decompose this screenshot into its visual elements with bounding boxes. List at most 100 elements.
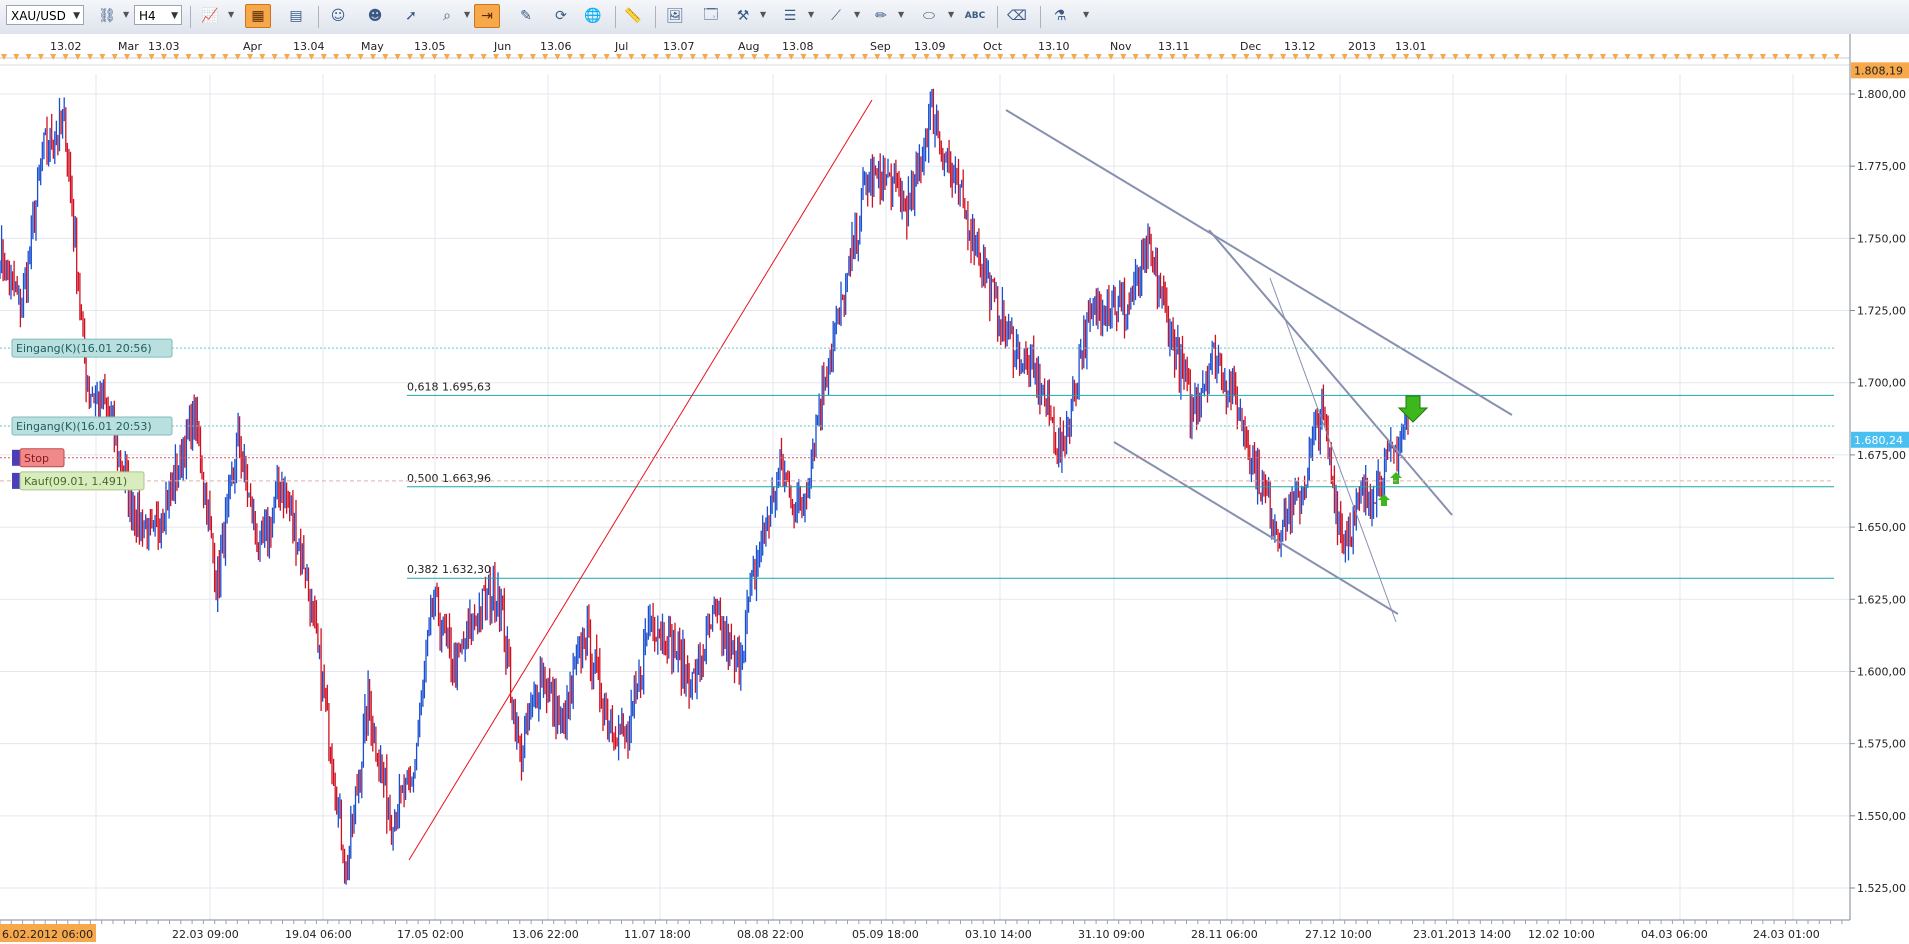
session-marker-icon (1649, 54, 1656, 60)
session-marker-icon (788, 54, 795, 60)
eraser-icon[interactable]: ⌫ (1007, 8, 1027, 24)
chevron-down-icon[interactable]: ▼ (464, 10, 471, 19)
session-marker-icon (714, 54, 721, 60)
symbol-select[interactable]: XAU/USD ▼ (6, 5, 84, 25)
top-axis-label: 13.12 (1284, 40, 1316, 53)
timeframe-select[interactable]: H4 ▼ (134, 5, 182, 25)
cursor-icon[interactable]: ➚ (405, 8, 417, 24)
order-handle[interactable] (12, 472, 20, 489)
time-axis-label: 17.05 02:00 (397, 928, 464, 941)
price-tick-label: 1.700,00 (1857, 377, 1906, 390)
time-axis-label: 22.03 09:00 (172, 928, 239, 941)
session-marker-icon (185, 54, 192, 60)
globe-icon[interactable]: 🌐 (584, 8, 602, 24)
session-marker-icon (25, 54, 32, 60)
session-marker-icon (1329, 54, 1336, 60)
session-marker-icon (1489, 54, 1496, 60)
time-axis-bg (0, 920, 1909, 944)
session-marker-icon (1747, 54, 1754, 60)
user-icon[interactable]: ☺ (330, 8, 346, 24)
order-handle[interactable] (12, 449, 20, 466)
session-marker-icon (136, 54, 143, 60)
session-marker-icon (665, 54, 672, 60)
lower-channel-line (1113, 441, 1399, 615)
session-marker-icon (1452, 54, 1459, 60)
refresh-icon[interactable]: ⟳ (555, 8, 567, 24)
session-marker-icon (1403, 54, 1410, 60)
session-marker-icon (1698, 54, 1705, 60)
session-marker-icon (775, 54, 782, 60)
chevron-down-icon[interactable]: ▼ (898, 10, 905, 19)
zoom-icon[interactable]: ⌕ (443, 8, 451, 24)
current-price-badge (1851, 431, 1909, 448)
session-marker-icon (234, 54, 241, 60)
top-axis-label: 13.02 (50, 40, 82, 53)
price-axis-bg (1850, 34, 1909, 930)
ellipse-icon[interactable]: ⬭ (923, 8, 935, 24)
top-axis-label: Aug (738, 40, 759, 53)
price-tick-label: 1.600,00 (1857, 665, 1906, 678)
session-marker-icon (394, 54, 401, 60)
order-label-box[interactable] (19, 471, 145, 491)
price-axis: 1.800,00 1.775,00 1.750,00 1.725,00 1.700,00… (1849, 34, 1909, 930)
network-icon[interactable]: ⚗ (1053, 8, 1067, 24)
session-marker-icon (898, 54, 905, 60)
tools-icon[interactable]: ⚒ (736, 8, 750, 24)
time-axis-label: 28.11 06:00 (1191, 928, 1258, 941)
session-marker-icon (1378, 54, 1385, 60)
image-icon[interactable]: 🖼 (666, 8, 684, 24)
session-marker-icon (1071, 54, 1078, 60)
top-price-label: 1.808,19 (1854, 64, 1903, 77)
top-price-badge (1851, 62, 1909, 79)
session-marker-icon (1538, 54, 1545, 60)
chevron-down-icon[interactable]: ▼ (760, 10, 767, 19)
session-marker-icon (1132, 54, 1139, 60)
price-tick-label: 1.750,00 (1857, 232, 1906, 245)
trendline-icon[interactable]: ⟋ (831, 8, 841, 24)
edit-icon[interactable]: ✎ (520, 8, 532, 24)
session-marker-icon (1267, 54, 1274, 60)
inner-trend-line (1208, 229, 1453, 516)
chevron-down-icon[interactable]: ▼ (1083, 10, 1090, 19)
top-axis-label: 13.04 (293, 40, 325, 53)
order-label-box[interactable] (19, 448, 65, 468)
chevron-down-icon[interactable]: ▼ (854, 10, 861, 19)
chevron-down-icon: ▼ (73, 11, 80, 21)
save-image-icon[interactable]: 🗔 (703, 7, 719, 23)
chevron-down-icon[interactable]: ▼ (808, 10, 815, 19)
link-icon[interactable]: ⛓ (98, 8, 116, 24)
session-marker-icon (1169, 54, 1176, 60)
session-marker-icon (1108, 54, 1114, 60)
session-marker-icon (431, 54, 438, 60)
session-marker-icon (13, 54, 20, 60)
session-marker-icon (1009, 54, 1016, 60)
session-marker-icon (1058, 54, 1065, 60)
session-marker-icon (1477, 54, 1483, 60)
session-marker-icon (1255, 54, 1262, 60)
order-label: Eingang(K)(16.01 20:53) (16, 420, 152, 433)
lines-icon[interactable]: ☰ (783, 8, 797, 24)
sell-arrow-icon (1397, 395, 1429, 423)
top-axis-label: 13.06 (540, 40, 572, 53)
session-marker-icon (948, 54, 955, 60)
text-icon[interactable]: ABC (964, 11, 986, 21)
indicator-icon[interactable]: ▦ (245, 4, 271, 28)
chevron-down-icon[interactable]: ▼ (123, 10, 130, 19)
auto-scroll-icon[interactable]: ⇥ (474, 4, 500, 28)
price-tick-label: 1.550,00 (1857, 810, 1906, 823)
user-settings-icon[interactable]: ☻ (367, 8, 383, 24)
session-marker-icon (505, 54, 512, 60)
chevron-down-icon[interactable]: ▼ (228, 10, 235, 19)
session-marker-icon (1513, 54, 1520, 60)
chevron-down-icon[interactable]: ▼ (948, 10, 955, 19)
session-marker-icon (62, 54, 69, 60)
session-marker-icon (554, 54, 561, 60)
order-label-box[interactable] (11, 338, 173, 358)
order-label-box[interactable] (11, 416, 173, 436)
session-marker-icon (1144, 54, 1151, 60)
chart-type-icon[interactable]: 📈 (201, 8, 219, 24)
template-icon[interactable]: ▤ (289, 8, 303, 24)
pencil-icon[interactable]: ✏ (875, 8, 887, 24)
ruler-icon[interactable]: 📏 (624, 8, 642, 24)
